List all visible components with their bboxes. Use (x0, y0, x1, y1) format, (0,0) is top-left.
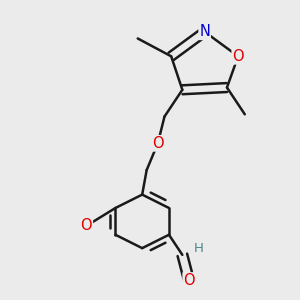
Text: O: O (152, 136, 164, 151)
Text: H: H (194, 242, 204, 255)
Text: N: N (199, 24, 210, 39)
Text: O: O (232, 49, 244, 64)
Text: O: O (183, 273, 195, 288)
Text: O: O (81, 218, 92, 233)
